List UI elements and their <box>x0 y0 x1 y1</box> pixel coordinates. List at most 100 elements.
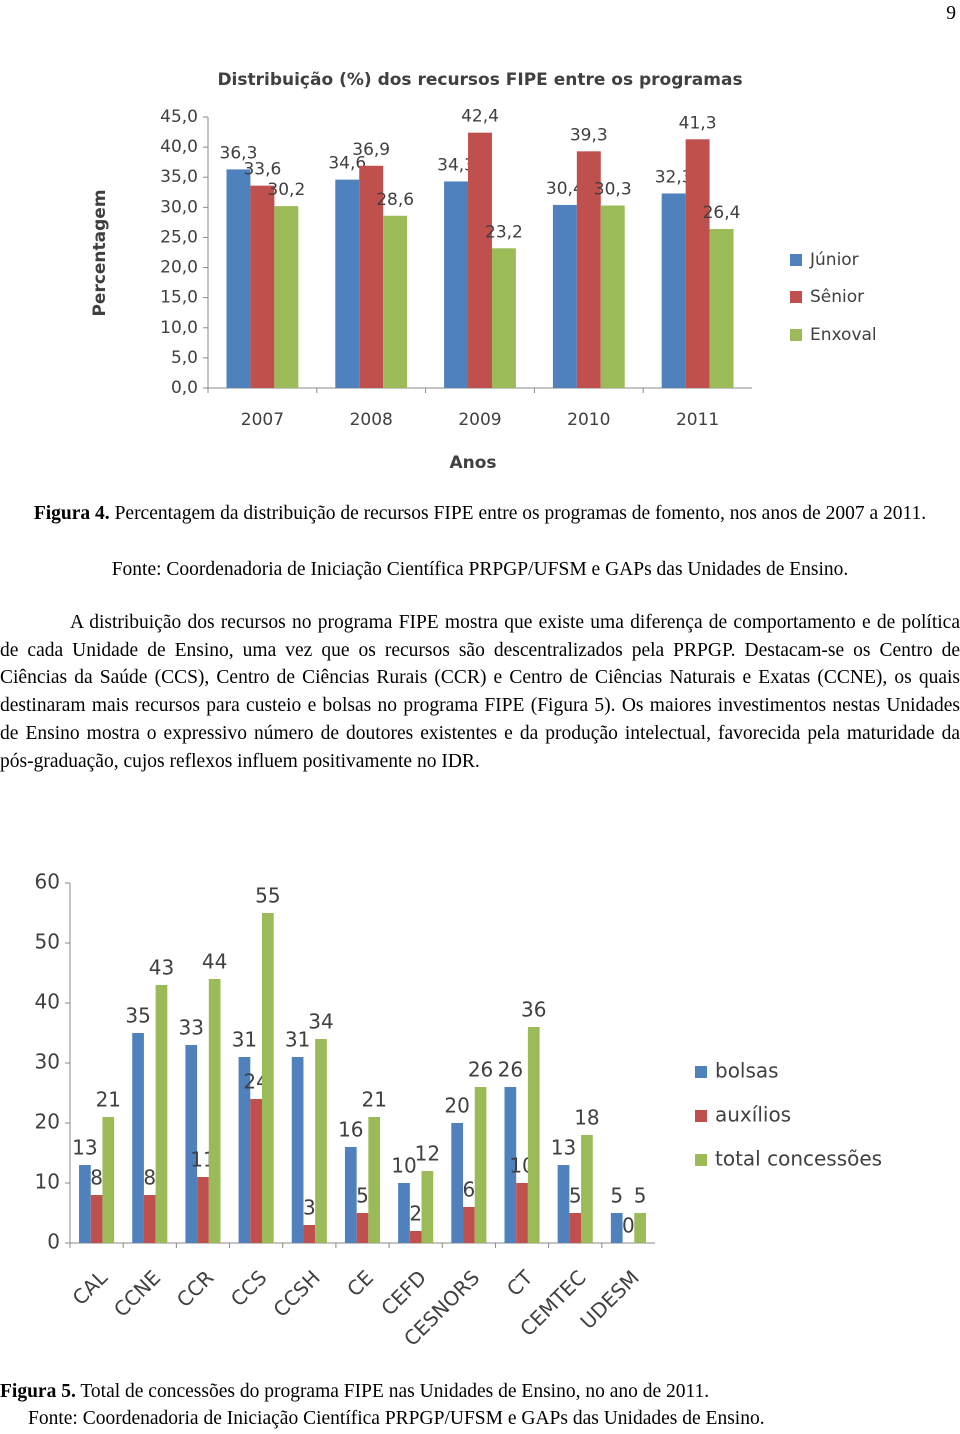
x-tick-label: CT <box>502 1265 538 1301</box>
data-label: 31 <box>285 1028 310 1052</box>
data-label: 26 <box>498 1058 523 1082</box>
x-tick-label: CCS <box>226 1265 272 1311</box>
bar <box>468 132 492 388</box>
data-label: 0 <box>622 1214 635 1238</box>
legend-swatch <box>695 1066 707 1078</box>
bar <box>474 1087 487 1243</box>
y-tick-label: 10,0 <box>160 318 198 338</box>
y-axis-label: Percentagem <box>90 189 110 316</box>
y-tick-label: 0 <box>47 1230 60 1254</box>
bar <box>398 1183 410 1243</box>
data-label: 8 <box>143 1166 156 1190</box>
x-tick-label: 2007 <box>241 410 284 430</box>
bar <box>102 1117 115 1243</box>
bar <box>581 1135 593 1243</box>
data-label: 28,6 <box>376 190 414 210</box>
x-axis-label: Anos <box>449 453 496 473</box>
data-label: 36 <box>521 998 546 1022</box>
data-label: 35 <box>125 1004 150 1028</box>
y-tick-label: 20 <box>35 1110 60 1134</box>
y-tick-label: 20,0 <box>160 258 198 278</box>
bar <box>197 1177 209 1243</box>
bar <box>335 179 360 388</box>
data-label: 34,6 <box>328 154 366 174</box>
data-label: 31 <box>232 1028 257 1052</box>
bar <box>226 169 251 388</box>
data-label: 20 <box>444 1094 469 1118</box>
data-label: 43 <box>149 956 174 980</box>
bar <box>303 1225 316 1243</box>
bar <box>444 181 469 388</box>
legend-label: total concessões <box>715 1147 882 1171</box>
data-label: 30,3 <box>594 180 632 200</box>
bar <box>261 913 274 1243</box>
bar <box>250 1099 262 1243</box>
data-label: 34 <box>308 1010 333 1034</box>
data-label: 8 <box>90 1166 103 1190</box>
figure-label: Figura 4. <box>33 503 110 524</box>
bar <box>409 1231 422 1243</box>
data-label: 6 <box>462 1178 475 1202</box>
legend-swatch <box>790 329 802 341</box>
legend-swatch <box>790 291 802 303</box>
legend-label: Júnior <box>809 250 859 270</box>
bar <box>451 1123 464 1243</box>
data-label: 33 <box>179 1016 204 1040</box>
data-label: 5 <box>634 1184 647 1208</box>
data-label: 33,6 <box>243 160 281 180</box>
bar <box>132 1033 144 1243</box>
data-label: 30,4 <box>546 179 584 199</box>
bar <box>250 185 275 388</box>
bar <box>421 1171 434 1243</box>
y-tick-label: 25,0 <box>160 227 198 247</box>
x-tick-label: UDESM <box>575 1265 643 1333</box>
bar <box>576 151 601 388</box>
data-label: 36,9 <box>352 140 390 160</box>
y-tick-label: 5,0 <box>171 348 198 368</box>
bar <box>527 1027 540 1243</box>
page-number: 9 <box>946 3 956 24</box>
data-label: 21 <box>96 1088 121 1112</box>
data-label: 16 <box>338 1118 363 1142</box>
x-tick-label: CCNE <box>109 1265 165 1321</box>
bar <box>79 1165 91 1243</box>
y-tick-label: 45,0 <box>160 107 198 127</box>
data-label: 13 <box>72 1136 97 1160</box>
bar <box>368 1117 381 1243</box>
bar <box>208 979 221 1243</box>
figure-5-caption: Figura 5. Total de concessões do program… <box>0 1378 709 1406</box>
caption-text: Percentagem da distribuição de recursos … <box>109 503 927 524</box>
data-label: 21 <box>361 1088 386 1112</box>
x-tick-label: CAL <box>68 1265 113 1310</box>
figure-5-source: Fonte: Coordenadoria de Iniciação Cientí… <box>28 1408 765 1429</box>
data-label: 41,3 <box>679 113 717 133</box>
legend-label: Enxoval <box>810 325 877 345</box>
paragraph: A distribuição dos recursos no programa … <box>0 612 960 772</box>
figure-4-caption: Figura 4. Percentagem da distribuição de… <box>8 500 952 528</box>
bar <box>569 1213 582 1243</box>
bar <box>491 248 516 388</box>
bar <box>90 1195 103 1243</box>
bar <box>185 1045 198 1243</box>
bar <box>383 215 408 388</box>
y-tick-label: 30 <box>35 1050 60 1074</box>
data-label: 5 <box>569 1184 582 1208</box>
data-label: 34,3 <box>437 155 475 175</box>
x-tick-label: 2010 <box>567 410 610 430</box>
y-tick-label: 35,0 <box>160 167 198 187</box>
chart-1: Distribuição (%) dos recursos FIPE entre… <box>90 70 877 473</box>
caption-text: Total de concessões do programa FIPE nas… <box>75 1381 710 1402</box>
legend-swatch <box>790 254 802 266</box>
bar <box>600 205 625 388</box>
data-label: 26,4 <box>703 203 741 223</box>
bar <box>291 1057 304 1243</box>
legend-label: Sênior <box>810 287 864 307</box>
data-label: 39,3 <box>570 125 608 145</box>
x-tick-label: 2011 <box>676 410 719 430</box>
chart-title: Distribuição (%) dos recursos FIPE entre… <box>217 70 742 90</box>
data-label: 42,4 <box>461 107 499 127</box>
bar <box>709 229 734 388</box>
data-label: 5 <box>356 1184 369 1208</box>
data-label: 44 <box>202 950 227 974</box>
